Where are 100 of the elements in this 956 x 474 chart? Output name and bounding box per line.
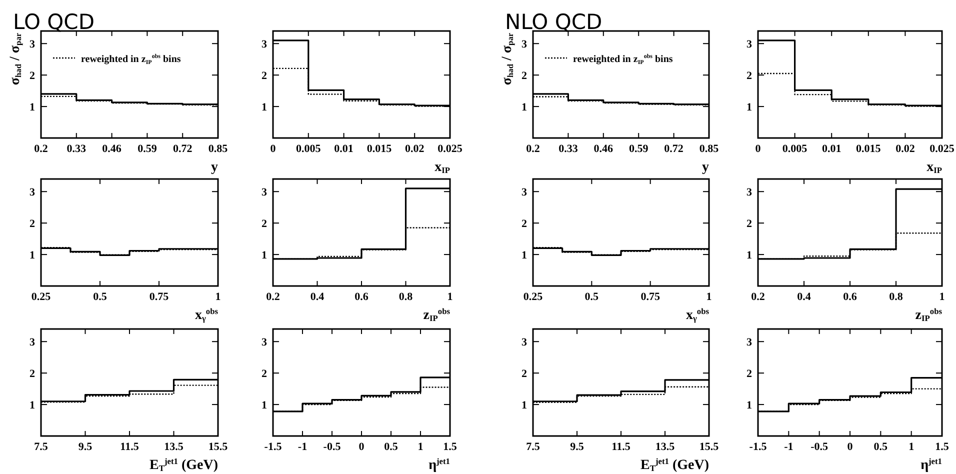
x-tick-label: 0.59 <box>138 143 158 155</box>
x-tick-label: 0.4 <box>310 291 325 303</box>
x-tick-label: 0.2 <box>751 291 766 303</box>
y-tick-label: 2 <box>522 218 528 230</box>
x-axis-title: E$_{T}$$^{jet1}$ (GeV) <box>150 457 218 473</box>
y-tick-label: 3 <box>30 336 36 349</box>
x-tick-label: 0.59 <box>628 143 649 155</box>
x-tick-label: 13.5 <box>164 441 184 453</box>
x-tick-label: 0.46 <box>594 143 614 155</box>
x-tick-label: -1 <box>298 441 308 453</box>
x-tick-label: 0 <box>847 441 854 453</box>
x-tick-label: 0.2 <box>266 291 280 303</box>
x-tick-label: 0.72 <box>664 143 684 155</box>
x-tick-label: 11.5 <box>120 441 140 453</box>
y-tick-label: 2 <box>262 368 268 380</box>
x-axis-title: η$^{jet1}$ <box>920 457 942 473</box>
x-tick-label: 0 <box>358 441 365 453</box>
chart-title: LO QCD <box>13 10 95 34</box>
y-tick-label: 3 <box>262 38 268 51</box>
y-tick-label: 1 <box>746 250 752 262</box>
x-tick-label: 0.02 <box>896 143 916 155</box>
y-tick-label: 2 <box>746 70 752 82</box>
x-tick-label: 0.8 <box>889 291 904 303</box>
y-tick-label: 3 <box>522 38 528 51</box>
x-tick-label: 15.5 <box>699 441 720 453</box>
y-tick-label: 2 <box>746 218 752 230</box>
x-tick-label: 0 <box>755 143 762 155</box>
x-tick-label: 1 <box>706 291 712 303</box>
y-tick-label: 2 <box>262 218 268 230</box>
y-tick-label: 3 <box>262 186 268 199</box>
x-tick-label: 0.025 <box>930 143 955 155</box>
x-axis-title: x$_{IP}$ <box>926 160 942 175</box>
x-tick-label: 0.6 <box>843 291 858 303</box>
y-tick-label: 1 <box>522 250 527 262</box>
x-tick-label: 11.5 <box>612 441 631 453</box>
y-tick-label: 3 <box>522 186 528 199</box>
x-tick-label: 0 <box>270 143 276 155</box>
x-tick-label: 1 <box>215 291 221 303</box>
x-tick-label: 1.5 <box>935 441 950 453</box>
y-tick-label: 1 <box>262 400 267 412</box>
y-tick-label: 1 <box>522 102 527 114</box>
x-tick-label: -0.5 <box>323 441 342 453</box>
y-tick-label: 3 <box>746 38 752 51</box>
legend-label: reweighted in z$_{IP}$$^{obs}$ bins <box>81 53 181 66</box>
x-tick-label: 0.5 <box>93 291 108 303</box>
y-tick-label: 2 <box>30 218 36 230</box>
x-tick-label: 0.005 <box>296 143 322 155</box>
x-tick-label: 0.5 <box>384 441 398 453</box>
x-tick-label: 0.46 <box>102 143 122 155</box>
y-tick-label: 3 <box>30 38 36 51</box>
y-tick-label: 1 <box>262 250 267 262</box>
y-tick-label: 1 <box>30 102 35 114</box>
x-tick-label: 7.5 <box>34 441 48 453</box>
x-tick-label: 1 <box>418 441 424 453</box>
y-tick-label: 3 <box>262 336 268 349</box>
y-tick-label: 1 <box>262 102 267 114</box>
x-tick-label: 0.25 <box>523 291 544 303</box>
y-tick-label: 3 <box>746 336 752 349</box>
x-tick-label: 0.01 <box>334 143 354 155</box>
x-tick-label: 0.33 <box>66 143 87 155</box>
y-tick-label: 1 <box>746 400 752 412</box>
x-tick-label: 0.25 <box>31 291 52 303</box>
x-tick-label: 1.5 <box>443 441 458 453</box>
x-tick-label: 9.5 <box>78 441 93 453</box>
x-tick-label: 0.015 <box>856 143 882 155</box>
x-tick-label: 1 <box>447 291 453 303</box>
x-axis-title: y <box>702 160 709 175</box>
x-tick-label: 0.85 <box>208 143 228 155</box>
y-tick-label: 2 <box>522 368 528 380</box>
x-tick-label: -1.5 <box>749 441 768 453</box>
x-tick-label: 7.5 <box>526 441 540 453</box>
y-tick-label: 3 <box>30 186 36 199</box>
x-tick-label: 0.025 <box>438 143 463 155</box>
x-tick-label: 0.015 <box>366 143 392 155</box>
x-axis-title: E$_{T}$$^{jet1}$ (GeV) <box>640 457 710 473</box>
x-tick-label: 1 <box>908 441 914 453</box>
y-tick-label: 2 <box>522 70 528 82</box>
y-tick-label: 2 <box>262 70 268 82</box>
x-tick-label: 0.02 <box>404 143 425 155</box>
x-axis-title: x$_{IP}$ <box>434 160 450 175</box>
x-tick-label: 0.4 <box>797 291 812 303</box>
x-tick-label: 0.8 <box>398 291 414 303</box>
x-tick-label: -1.5 <box>264 441 282 453</box>
y-tick-label: 2 <box>746 368 752 380</box>
x-tick-label: 0.75 <box>149 291 170 303</box>
y-tick-label: 1 <box>30 400 35 412</box>
x-tick-label: 0.01 <box>822 143 842 155</box>
y-tick-label: 2 <box>30 368 36 380</box>
x-axis-title: y <box>211 160 218 175</box>
y-tick-label: 1 <box>30 250 35 262</box>
chart-title: NLO QCD <box>505 10 602 34</box>
x-tick-label: 13.5 <box>655 441 676 453</box>
x-tick-label: 15.5 <box>208 441 228 453</box>
x-tick-label: 0.5 <box>874 441 888 453</box>
y-tick-label: 2 <box>30 70 36 82</box>
x-tick-label: 0.2 <box>34 143 48 155</box>
x-tick-label: 0.72 <box>172 143 193 155</box>
y-tick-label: 3 <box>746 186 752 199</box>
x-axis-title: η$^{jet1}$ <box>428 457 450 473</box>
y-tick-label: 1 <box>522 400 527 412</box>
